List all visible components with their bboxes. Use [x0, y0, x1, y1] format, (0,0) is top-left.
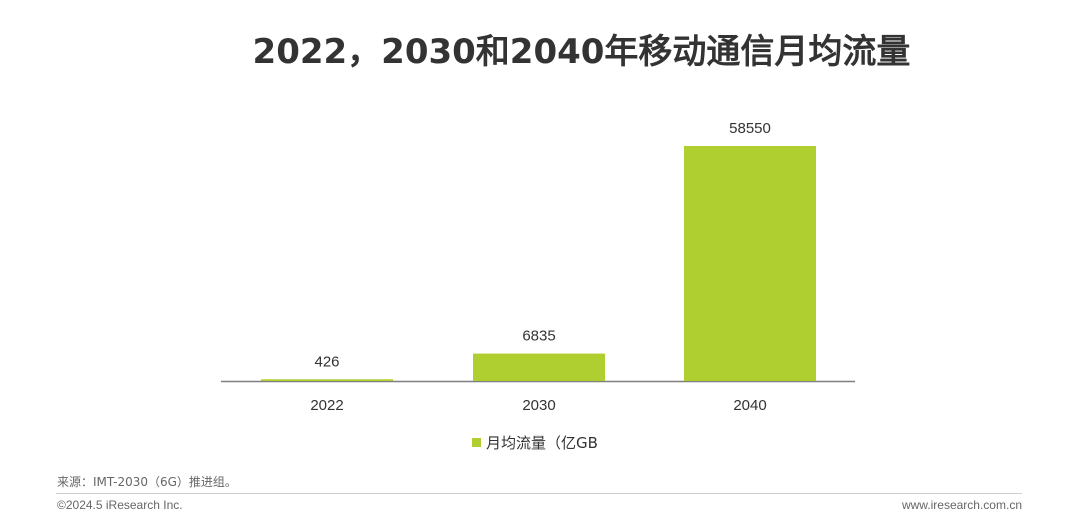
- bar-2030: [473, 353, 605, 381]
- copyright: ©2024.5 iResearch Inc.: [57, 498, 183, 512]
- footer-divider: [56, 493, 1022, 494]
- legend-label: 月均流量（亿GB: [486, 434, 598, 452]
- data-label-2030: 6835: [522, 328, 555, 345]
- x-tick-label-2030: 2030: [522, 397, 555, 414]
- chart-title: 2022，2030和2040年移动通信月均流量: [252, 32, 911, 72]
- data-label-2040: 58550: [729, 120, 771, 137]
- legend: 月均流量（亿GB: [472, 432, 598, 453]
- x-tick-label-2022: 2022: [310, 397, 343, 414]
- bar-2022: [261, 379, 393, 381]
- x-tick-label-2040: 2040: [733, 397, 766, 414]
- website-link: www.iresearch.com.cn: [901, 498, 1022, 512]
- legend-swatch: [472, 438, 481, 447]
- source-note: 来源：IMT-2030（6G）推进组。: [57, 475, 237, 489]
- data-label-2022: 426: [314, 353, 339, 370]
- bar-2040: [684, 146, 816, 381]
